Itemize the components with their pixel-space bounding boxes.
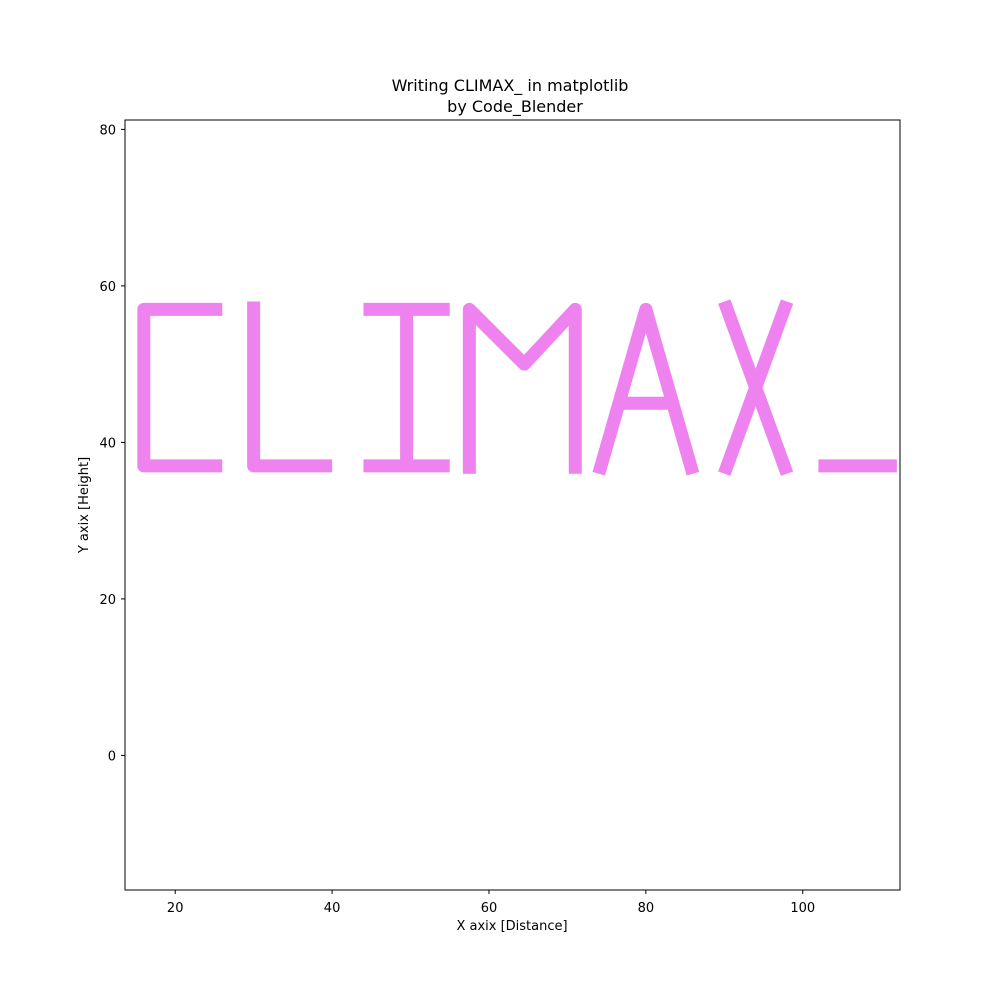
stroke-segment-10 xyxy=(718,299,794,476)
x-axis-label: X axix [Distance] xyxy=(456,919,567,934)
y-tick-label: 80 xyxy=(99,123,116,138)
y-tick-label: 0 xyxy=(108,749,116,764)
stroke-segment-2 xyxy=(247,301,333,473)
x-tick-label: 60 xyxy=(481,901,498,916)
chart-title: Writing CLIMAX_ in matplotlib xyxy=(392,76,629,96)
x-axis-ticks: 20 40 60 80 100 xyxy=(167,890,815,916)
y-tick-label: 20 xyxy=(99,593,116,608)
plot-lines xyxy=(137,299,897,476)
x-tick-label: 40 xyxy=(324,901,341,916)
stroke-segment-6 xyxy=(462,302,582,474)
x-tick-label: 20 xyxy=(167,901,184,916)
y-axis-ticks: 0 20 40 60 80 xyxy=(99,123,125,764)
y-tick-label: 40 xyxy=(99,436,116,451)
y-tick-label: 60 xyxy=(99,280,116,295)
chart-subtitle: by Code_Blender xyxy=(447,97,583,117)
y-axis-label: Y axix [Height] xyxy=(77,457,92,554)
stroke-segment-7 xyxy=(592,302,700,476)
x-tick-label: 100 xyxy=(790,901,815,916)
x-tick-label: 80 xyxy=(638,901,655,916)
stroke-segment-1 xyxy=(137,302,223,473)
plot-frame xyxy=(124,119,901,891)
